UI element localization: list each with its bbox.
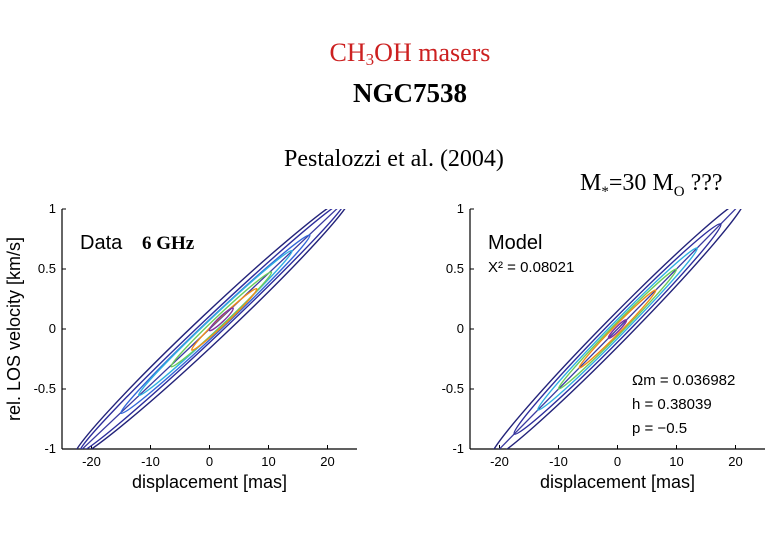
- mass-annotation: M*=30 MO ???: [580, 170, 723, 200]
- contour-level-6: [607, 319, 628, 339]
- panel-label-frequency: 6 GHz: [142, 233, 195, 254]
- reference-text: Pestalozzi et al. (2004): [284, 146, 504, 172]
- page-subtitle: NGC7538: [353, 78, 467, 108]
- x-tick-label: 0: [614, 454, 621, 469]
- contour-level-4: [557, 268, 678, 390]
- x-tick-label: -20: [490, 454, 509, 469]
- y-tick-label: -1: [44, 441, 56, 456]
- contour-level-3: [537, 247, 698, 411]
- panel-label: Model: [488, 232, 542, 254]
- contour-level-1: [72, 209, 353, 449]
- y-tick-label: 0.5: [38, 261, 56, 276]
- x-tick-label: 0: [206, 454, 213, 469]
- x-axis-label: displacement [mas]: [540, 472, 695, 492]
- x-tick-label: -10: [141, 454, 160, 469]
- contour-level-1: [489, 209, 746, 449]
- data-panel: -20 -10 0 10 20 -1 -0.5 0 0.5 1 displacement [mas]…: [4, 201, 357, 492]
- contour-level-2: [78, 209, 347, 449]
- model-parameter: X² = 0.08021: [488, 259, 574, 276]
- y-tick-label: -0.5: [34, 381, 56, 396]
- x-tick-label: 10: [261, 454, 275, 469]
- x-tick-label: -10: [549, 454, 568, 469]
- model-parameter: p = −0.5: [632, 420, 687, 437]
- y-tick-label: -1: [452, 441, 464, 456]
- contour-level-5: [170, 271, 273, 368]
- model-panel: -20 -10 0 10 20 -1 -0.5 0 0.5 1 displacement [mas]…: [442, 201, 765, 492]
- x-axis-label: displacement [mas]: [132, 472, 287, 492]
- y-axis-label: rel. LOS velocity [km/s]: [4, 237, 24, 421]
- x-tick-label: -20: [82, 454, 101, 469]
- y-tick-label: 1: [457, 201, 464, 216]
- x-tick-label: 20: [320, 454, 334, 469]
- y-tick-label: 0: [457, 321, 464, 336]
- contour-level-7: [208, 307, 234, 332]
- page-title: CH3OH masers: [329, 38, 491, 69]
- x-tick-label: 20: [728, 454, 742, 469]
- panel-label: Data: [80, 232, 123, 254]
- y-tick-label: 0: [49, 321, 56, 336]
- y-tick-label: -0.5: [442, 381, 464, 396]
- y-tick-label: 0.5: [446, 261, 464, 276]
- model-parameter: h = 0.38039: [632, 396, 712, 413]
- model-parameter: Ωm = 0.036982: [632, 372, 735, 389]
- contour-level-5: [578, 289, 657, 369]
- x-tick-label: 10: [669, 454, 683, 469]
- y-tick-label: 1: [49, 201, 56, 216]
- fit-line: [498, 209, 737, 449]
- contour-level-2: [513, 223, 722, 435]
